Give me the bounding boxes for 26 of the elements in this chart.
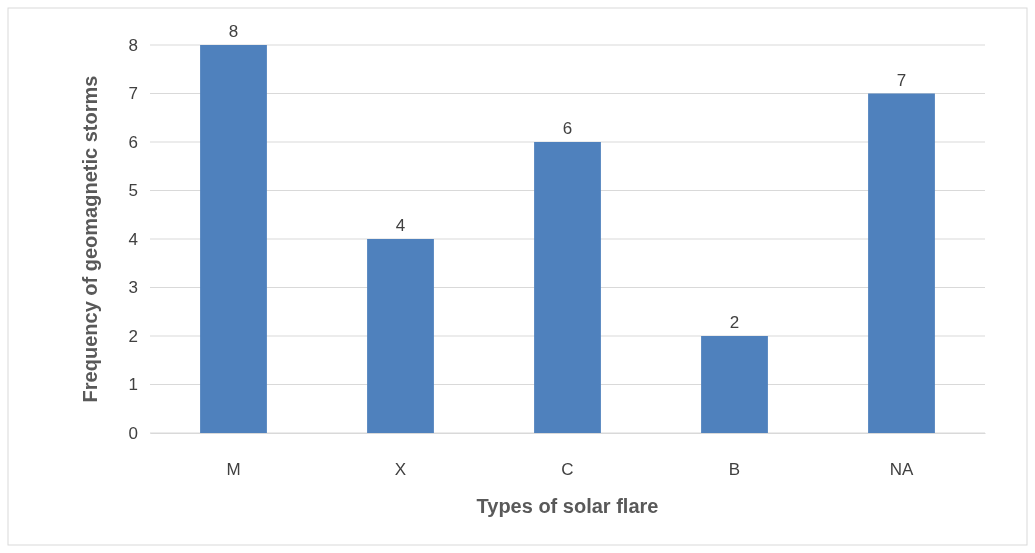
- x-tick-label: C: [561, 460, 574, 480]
- bar: [701, 336, 768, 433]
- data-label: 8: [228, 22, 239, 41]
- bar: [868, 93, 935, 433]
- y-tick-label: 2: [128, 326, 138, 346]
- y-axis-title: Frequency of geomagnetic storms: [79, 75, 101, 403]
- y-tick-label: 8: [128, 35, 138, 55]
- x-tick-label: NA: [889, 460, 914, 480]
- bar: [367, 239, 434, 433]
- x-tick-label: M: [226, 460, 241, 480]
- y-tick-label: 1: [128, 375, 138, 395]
- y-tick-label: 0: [128, 423, 138, 443]
- data-label: 4: [395, 216, 406, 235]
- y-tick-label: 7: [128, 84, 138, 104]
- y-tick-label: 4: [128, 229, 138, 249]
- data-label: 6: [562, 119, 573, 138]
- x-tick-label: B: [728, 460, 741, 480]
- x-axis-title: Types of solar flare: [476, 495, 659, 517]
- y-tick-label: 3: [128, 278, 138, 298]
- bar: [200, 45, 267, 433]
- y-tick-label: 5: [128, 181, 138, 201]
- y-tick-label: 6: [128, 132, 138, 152]
- x-tick-label: X: [394, 460, 407, 480]
- data-label: 2: [729, 313, 740, 332]
- bar: [534, 142, 601, 433]
- data-label: 7: [896, 70, 907, 90]
